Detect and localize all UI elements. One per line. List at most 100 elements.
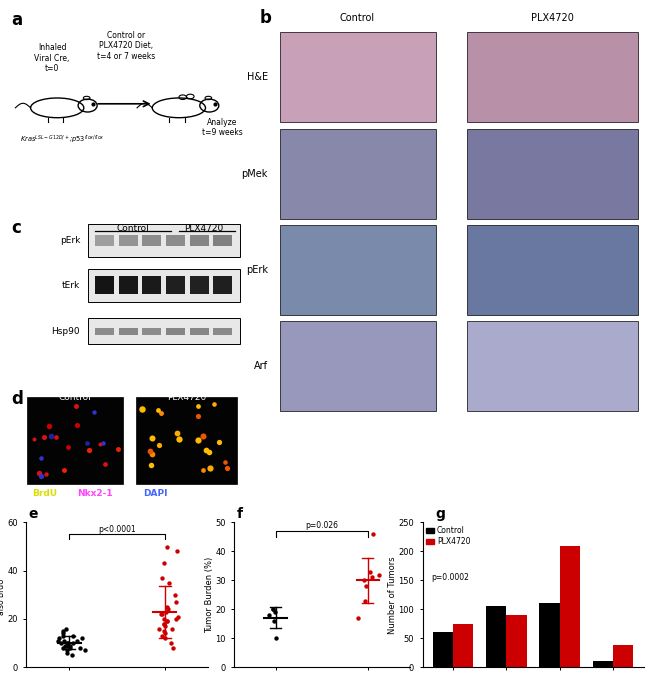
Point bbox=[198, 431, 208, 441]
Text: Control: Control bbox=[117, 224, 150, 233]
Point bbox=[154, 623, 164, 634]
Point bbox=[34, 468, 44, 479]
Point bbox=[65, 640, 75, 651]
Point bbox=[201, 444, 211, 455]
Point bbox=[64, 642, 75, 653]
Point bbox=[62, 638, 73, 648]
Text: /: / bbox=[136, 489, 139, 497]
Point bbox=[146, 460, 157, 470]
Text: a: a bbox=[12, 11, 23, 29]
Bar bbox=[119, 328, 138, 335]
Point bbox=[361, 581, 372, 592]
Point bbox=[270, 633, 281, 644]
Point bbox=[192, 401, 203, 412]
Point bbox=[268, 615, 279, 626]
Point bbox=[170, 589, 180, 601]
Point bbox=[173, 611, 183, 622]
Y-axis label: Tumor Burden (%): Tumor Burden (%) bbox=[205, 557, 214, 633]
Point bbox=[95, 438, 105, 449]
Point bbox=[159, 613, 170, 624]
Bar bbox=[467, 225, 638, 315]
Bar bbox=[486, 607, 506, 667]
Point bbox=[353, 613, 363, 623]
Text: $Kras^{LSL-G12D/+}$;$p53^{flox/flox}$: $Kras^{LSL-G12D/+}$;$p53^{flox/flox}$ bbox=[20, 134, 105, 146]
Point bbox=[51, 432, 61, 443]
Point bbox=[161, 607, 171, 617]
Point bbox=[62, 638, 72, 648]
Point bbox=[155, 609, 166, 619]
Point bbox=[268, 604, 278, 615]
Point bbox=[75, 642, 85, 653]
Point bbox=[222, 462, 232, 473]
Point bbox=[164, 578, 174, 588]
Point bbox=[76, 633, 86, 644]
Point bbox=[157, 609, 168, 619]
Point bbox=[68, 638, 79, 648]
Point bbox=[59, 636, 70, 646]
Bar bbox=[96, 276, 114, 294]
Text: Analyze
t=9 weeks: Analyze t=9 weeks bbox=[202, 118, 242, 137]
Point bbox=[359, 595, 370, 606]
Point bbox=[53, 636, 63, 646]
Point bbox=[58, 628, 68, 639]
Point bbox=[62, 647, 72, 658]
Legend: Control, PLX4720: Control, PLX4720 bbox=[426, 526, 471, 547]
Point bbox=[153, 405, 163, 416]
Bar bbox=[280, 129, 436, 218]
Point bbox=[100, 458, 110, 469]
Point bbox=[264, 610, 274, 621]
Text: b: b bbox=[260, 9, 272, 27]
Point bbox=[210, 98, 220, 109]
Point bbox=[168, 642, 179, 653]
Text: p=0.026: p=0.026 bbox=[306, 521, 338, 530]
Point bbox=[367, 528, 378, 539]
Point bbox=[161, 616, 172, 627]
Text: d: d bbox=[12, 390, 23, 408]
Point bbox=[36, 453, 47, 464]
Point bbox=[54, 633, 64, 644]
Bar bbox=[280, 225, 436, 315]
Point bbox=[39, 431, 49, 442]
Point bbox=[203, 447, 214, 458]
Point bbox=[88, 406, 99, 417]
Point bbox=[84, 444, 94, 455]
Text: H&E: H&E bbox=[247, 72, 268, 82]
Text: f: f bbox=[237, 507, 242, 521]
Point bbox=[193, 410, 203, 421]
Point bbox=[80, 645, 90, 656]
Point bbox=[374, 569, 384, 580]
Point bbox=[72, 420, 82, 431]
Text: /: / bbox=[70, 489, 73, 497]
Y-axis label: % of Nkx2-1⁺ Cells
also BrdU⁺: % of Nkx2-1⁺ Cells also BrdU⁺ bbox=[0, 559, 6, 630]
Text: BrdU: BrdU bbox=[32, 489, 57, 497]
Bar bbox=[96, 328, 114, 335]
Point bbox=[58, 464, 69, 475]
Point bbox=[88, 98, 99, 109]
Point bbox=[159, 619, 170, 630]
Bar bbox=[166, 328, 185, 335]
Text: Control: Control bbox=[58, 393, 91, 402]
Point bbox=[41, 468, 51, 479]
Bar bbox=[540, 603, 560, 667]
Point bbox=[159, 625, 169, 636]
Point bbox=[71, 400, 81, 411]
Bar bbox=[142, 235, 161, 246]
Point bbox=[220, 456, 230, 467]
Text: c: c bbox=[12, 219, 21, 237]
Point bbox=[160, 633, 170, 644]
Bar bbox=[213, 235, 232, 246]
Bar bbox=[166, 276, 185, 294]
Point bbox=[36, 471, 46, 482]
Point bbox=[155, 408, 166, 419]
Point bbox=[62, 645, 73, 656]
Point bbox=[67, 650, 77, 661]
Point bbox=[61, 623, 72, 634]
Point bbox=[68, 630, 79, 641]
Text: PLX4720: PLX4720 bbox=[185, 224, 224, 233]
Text: Hsp90: Hsp90 bbox=[51, 327, 80, 336]
Point bbox=[159, 619, 169, 630]
Bar bbox=[213, 328, 232, 335]
Text: Nkx2-1: Nkx2-1 bbox=[77, 489, 113, 497]
Point bbox=[60, 640, 70, 651]
Point bbox=[159, 558, 169, 569]
